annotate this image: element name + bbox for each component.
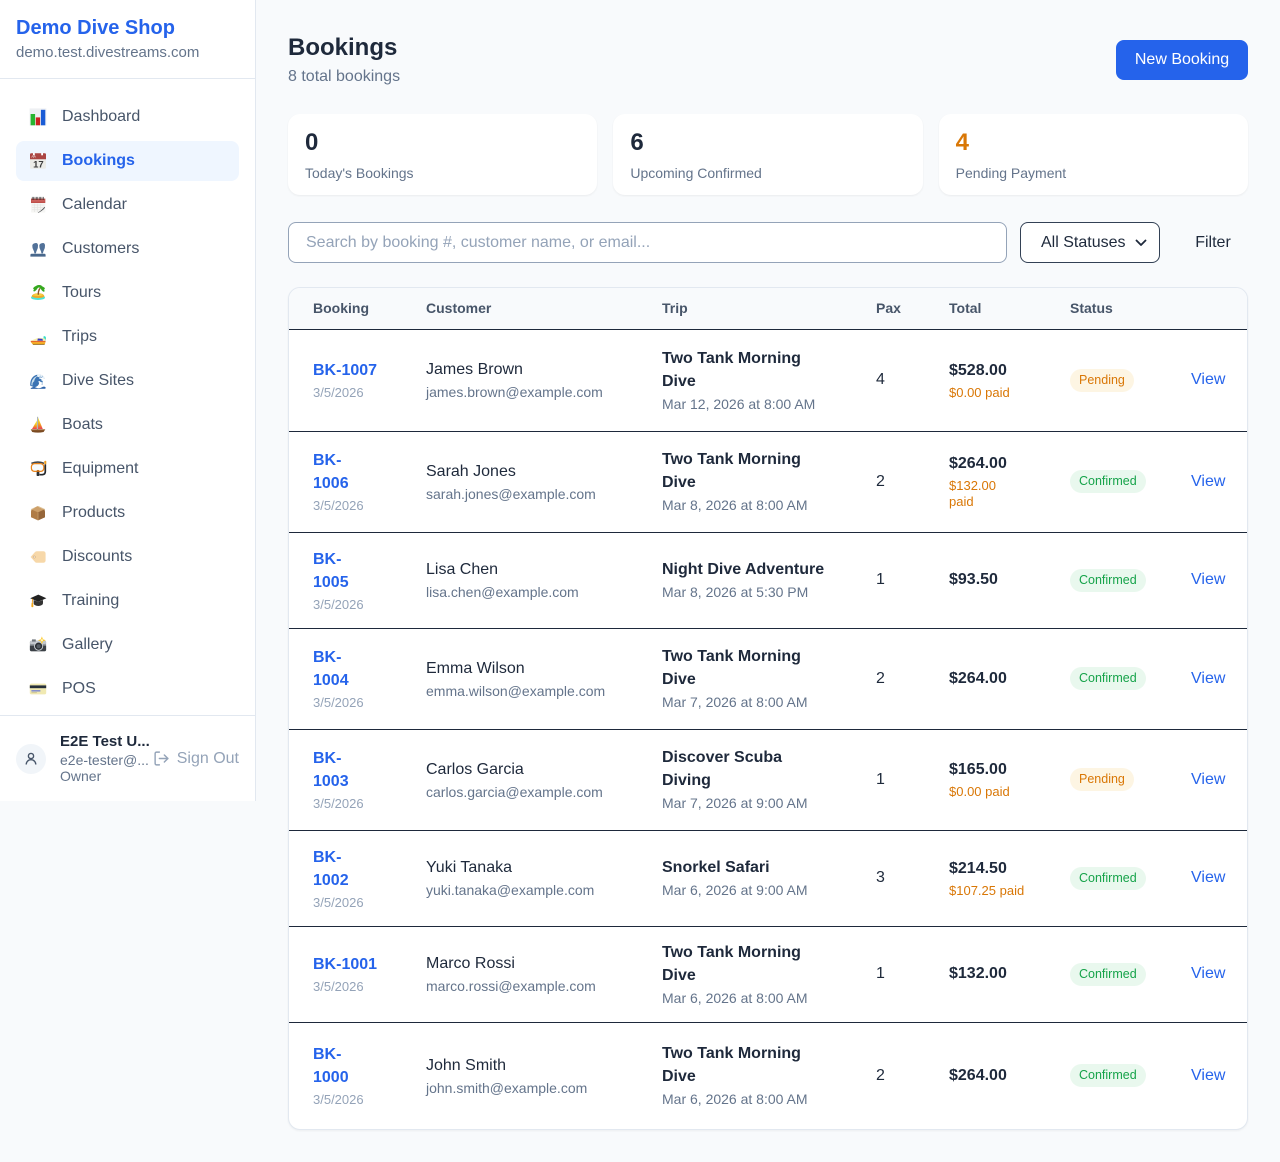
svg-text:17: 17 [33,159,44,170]
